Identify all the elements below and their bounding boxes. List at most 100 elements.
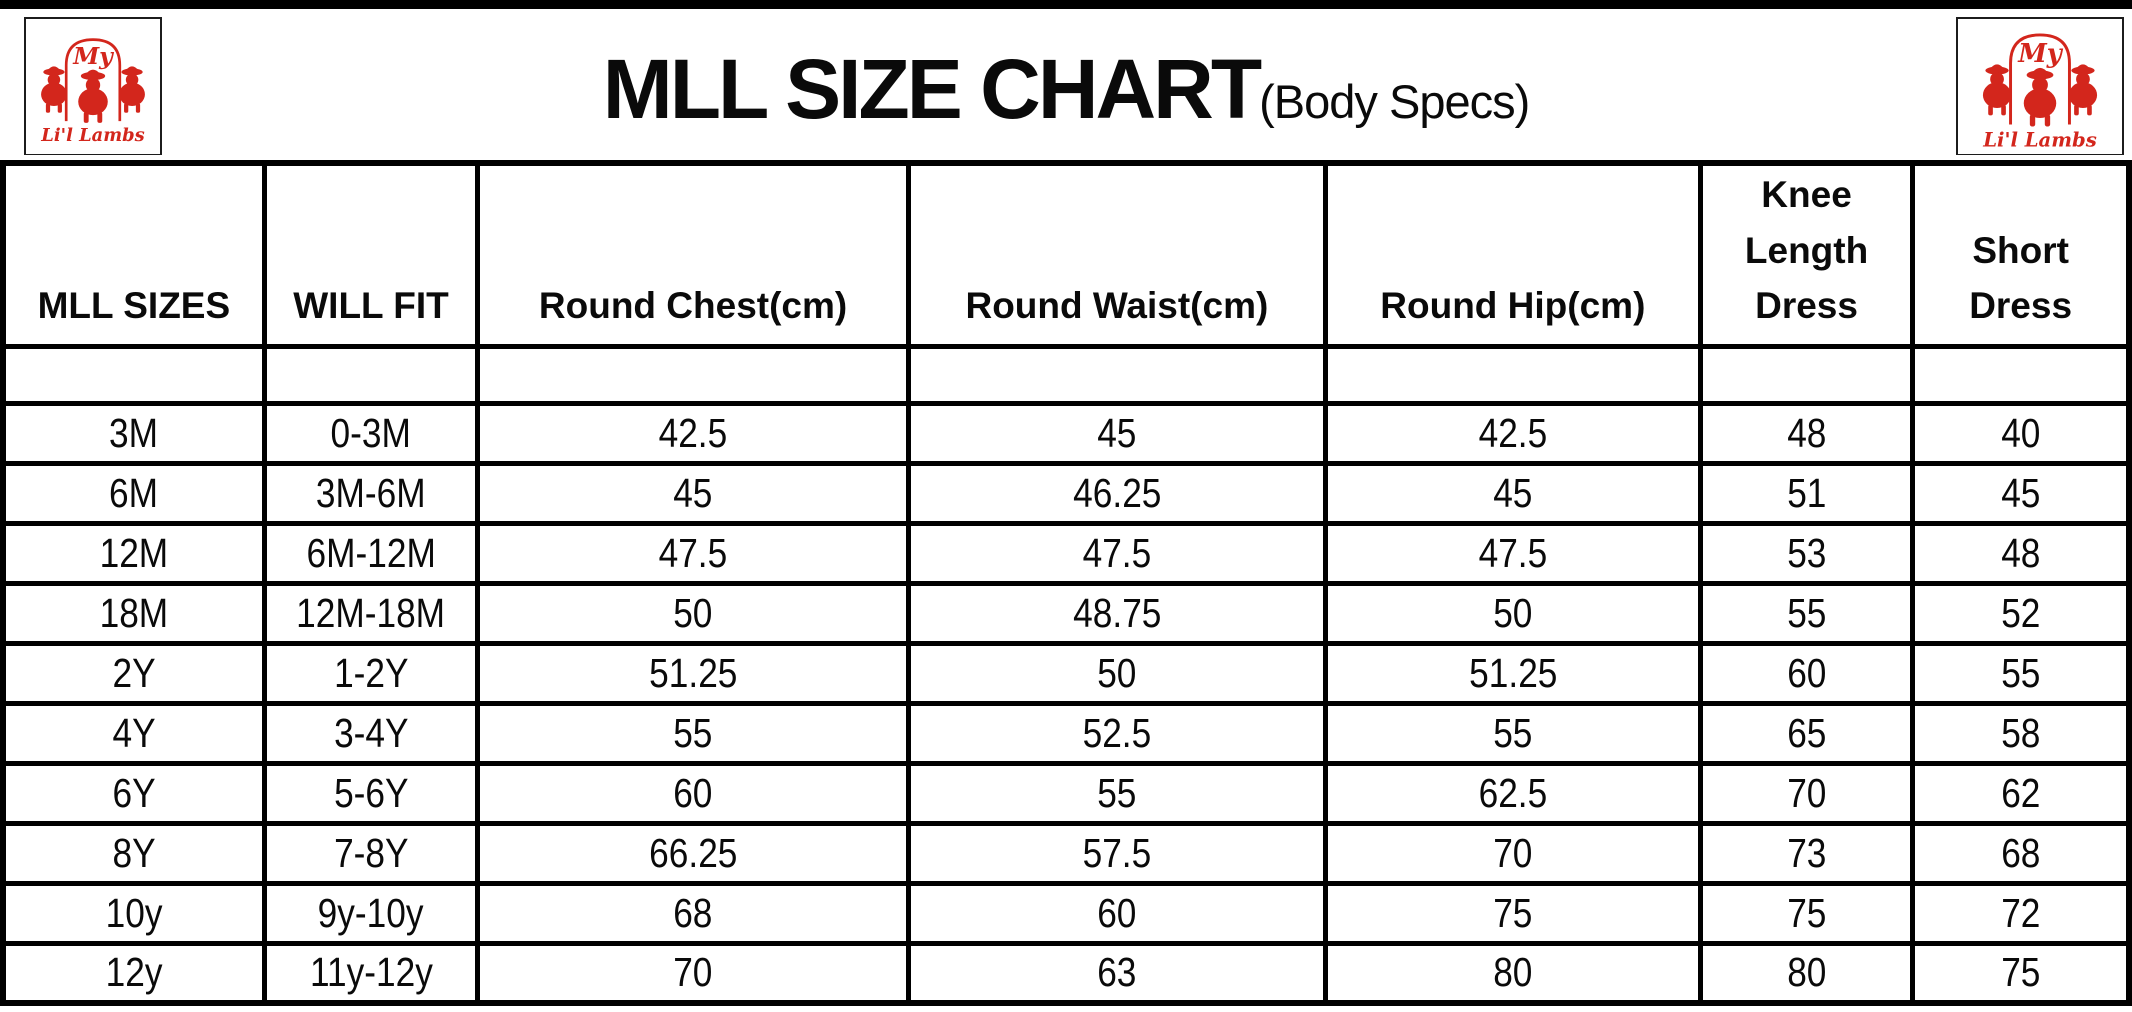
cell-value: 55 (1786, 589, 1827, 636)
lamb-icon (2023, 67, 2057, 127)
title-subtitle: (Body Specs) (1259, 75, 1530, 128)
table-cell: 12M (0, 520, 267, 586)
cell-value: 60 (1786, 649, 1827, 696)
table-cell: 60 (475, 760, 911, 826)
cell-value: 65 (1786, 709, 1827, 756)
column-header: WILL FIT (261, 160, 481, 349)
cell-value: 7-8Y (333, 829, 409, 876)
table-cell: 40 (1910, 400, 2132, 466)
cell-value: 11y-12y (309, 949, 433, 996)
table-cell: 48 (1910, 520, 2132, 586)
arch-outline (64, 38, 122, 122)
lambs-logo-icon: My Li'l Lambs (1982, 33, 2098, 152)
cell-value: 80 (1786, 949, 1827, 996)
table-row: 4Y 3-4Y 55 52.5 55 65 58 (0, 700, 2132, 766)
cell-value: 40 (2001, 409, 2041, 456)
header-row: MLL SIZES WILL FIT Round Chest(cm) Round… (0, 160, 2132, 349)
cell-value: 8Y (112, 829, 156, 876)
arch-outline (2009, 33, 2071, 125)
cell-value: 62.5 (1478, 769, 1548, 816)
table-cell: 4Y (0, 700, 267, 766)
cell-value: 72 (2001, 889, 2041, 936)
cell-value: 4Y (112, 709, 156, 756)
cell-value: 6M (109, 469, 159, 516)
cell-value: 48 (1786, 409, 1827, 456)
cell-value: 70 (1493, 829, 1533, 876)
table-cell: 48 (1697, 400, 1916, 466)
cell-value: 60 (1097, 889, 1137, 936)
spacer-row (0, 343, 2132, 406)
spacer-cell (1910, 343, 2132, 406)
cell-value: 42.5 (1478, 409, 1548, 456)
table-row: 6Y 5-6Y 60 55 62.5 70 62 (0, 760, 2132, 826)
cell-value: 55 (1097, 769, 1137, 816)
table-cell: 0-3M (261, 400, 481, 466)
table-row: 12y 11y-12y 70 63 80 80 75 (0, 940, 2132, 1006)
table-cell: 62.5 (1322, 760, 1703, 826)
cell-value: 80 (1493, 949, 1533, 996)
table-cell: 46.25 (905, 460, 1328, 526)
cell-value: 70 (1786, 769, 1827, 816)
table-cell: 12M-18M (261, 580, 481, 646)
table-cell: 63 (905, 940, 1328, 1006)
cell-value: 57.5 (1082, 829, 1152, 876)
column-header: Round Hip(cm) (1322, 160, 1703, 349)
cell-value: 75 (1493, 889, 1533, 936)
table-cell: 80 (1322, 940, 1703, 1006)
spacer-cell (905, 343, 1328, 406)
table-cell: 50 (905, 640, 1328, 706)
cell-value: 48 (2001, 529, 2041, 576)
table-row: 18M 12M-18M 50 48.75 50 55 52 (0, 580, 2132, 646)
cell-value: 58 (2001, 709, 2041, 756)
table-cell: 55 (1910, 640, 2132, 706)
table-cell: 45 (905, 400, 1328, 466)
table-cell: 3M (0, 400, 267, 466)
table-cell: 60 (905, 880, 1328, 946)
cell-value: 66.25 (648, 829, 738, 876)
spacer-cell (1697, 343, 1916, 406)
column-header: MLL SIZES (0, 160, 267, 349)
cell-value: 42.5 (658, 409, 728, 456)
table-cell: 70 (1322, 820, 1703, 886)
column-header: Round Waist(cm) (905, 160, 1328, 349)
cell-value: 3M-6M (316, 469, 426, 516)
spacer-cell (1322, 343, 1703, 406)
cell-value: 60 (673, 769, 713, 816)
cell-value: 45 (2001, 469, 2041, 516)
table-cell: 1-2Y (261, 640, 481, 706)
table-cell: 9y-10y (261, 880, 481, 946)
table-cell: 51 (1697, 460, 1916, 526)
cell-value: 0-3M (330, 409, 412, 456)
column-header: Round Chest(cm) (475, 160, 911, 349)
title-text: MLL SIZE CHART (602, 42, 1262, 136)
my-lil-lambs-logo: My Li'l Lambs (24, 17, 162, 155)
table-cell: 57.5 (905, 820, 1328, 886)
cell-value: 47.5 (1082, 529, 1152, 576)
cell-value: 6M-12M (306, 529, 436, 576)
cell-value: 5-6Y (333, 769, 409, 816)
cell-value: 75 (2001, 949, 2041, 996)
table-cell: 70 (1697, 760, 1916, 826)
cell-value: 10y (105, 889, 163, 936)
table-cell: 42.5 (475, 400, 911, 466)
logo-top-text: My (72, 42, 114, 70)
table-cell: 18M (0, 580, 267, 646)
table-cell: 11y-12y (261, 940, 481, 1006)
lamb-icon (1982, 64, 2012, 116)
table-cell: 55 (1697, 580, 1916, 646)
cell-value: 12M-18M (296, 589, 446, 636)
cell-value: 3-4Y (333, 709, 409, 756)
table-cell: 10y (0, 880, 267, 946)
cell-value: 50 (1097, 649, 1137, 696)
table-row: 3M 0-3M 42.5 45 42.5 48 40 (0, 400, 2132, 466)
table-cell: 6M (0, 460, 267, 526)
table-row: 2Y 1-2Y 51.25 50 51.25 60 55 (0, 640, 2132, 706)
table-cell: 53 (1697, 520, 1916, 586)
table-cell: 62 (1910, 760, 2132, 826)
cell-value: 52.5 (1082, 709, 1152, 756)
cell-value: 12y (105, 949, 163, 996)
table-row: 12M 6M-12M 47.5 47.5 47.5 53 48 (0, 520, 2132, 586)
table-cell: 70 (475, 940, 911, 1006)
cell-value: 48.75 (1072, 589, 1162, 636)
